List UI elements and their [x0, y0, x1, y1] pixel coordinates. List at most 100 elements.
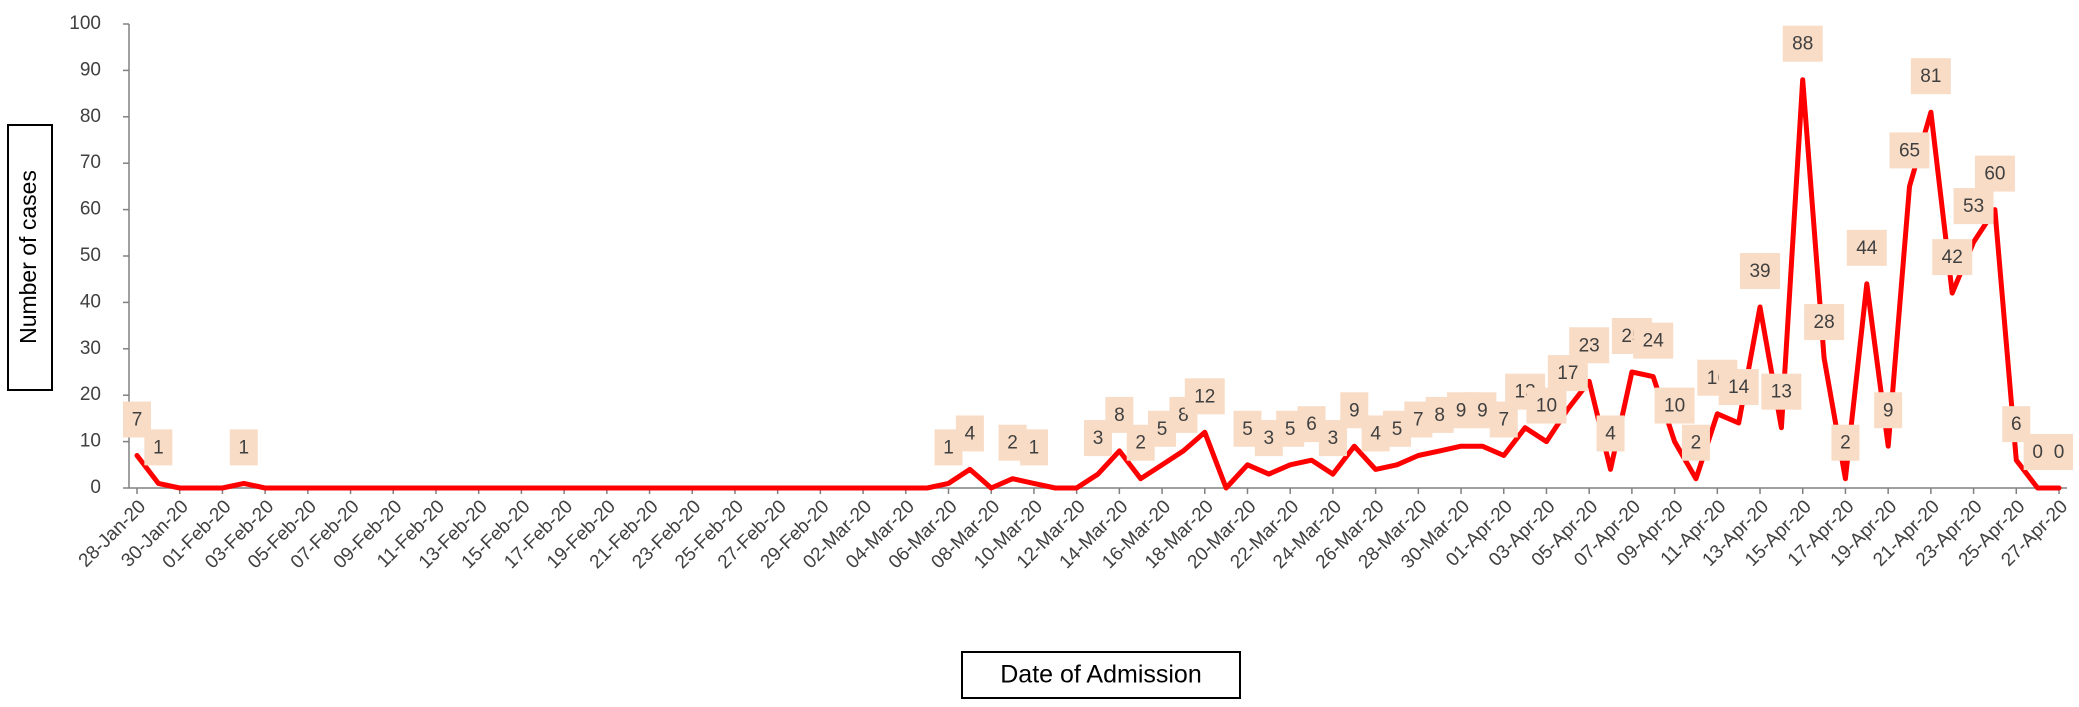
data-label-text: 2 — [1691, 433, 1702, 454]
data-label-box — [1184, 378, 1225, 415]
data-label-text: 2 — [1135, 433, 1146, 454]
data-label-box — [1019, 429, 1048, 466]
data-label-box — [1633, 322, 1674, 359]
data-label: 39 — [1740, 253, 1781, 290]
data-label-text: 8 — [1178, 405, 1189, 426]
y-tick-label: 20 — [80, 384, 101, 405]
data-label: 12 — [1184, 378, 1225, 415]
data-label-box — [1846, 229, 1887, 266]
data-label-text: 7 — [1413, 410, 1424, 431]
data-label-box — [1681, 424, 1710, 461]
data-label: 81 — [1910, 58, 1951, 95]
data-label: 1 — [229, 429, 258, 466]
y-tick-label: 60 — [80, 199, 101, 220]
data-label-text: 6 — [1306, 414, 1317, 435]
x-axis-title: Date of Admission — [1000, 661, 1202, 689]
data-label: 28 — [1804, 304, 1845, 341]
data-label: 10 — [1526, 387, 1567, 424]
y-axis-title-box — [7, 124, 53, 391]
data-label-text: 9 — [1477, 400, 1488, 421]
line — [134, 77, 2062, 491]
data-label-text: 5 — [1242, 419, 1253, 440]
data-label-box — [2045, 434, 2073, 470]
data-label-text: 24 — [1643, 331, 1665, 352]
data-label-text: 42 — [1942, 247, 1963, 268]
data-label: 53 — [1953, 188, 1994, 225]
data-label-text: 1 — [1029, 437, 1040, 458]
data-label: 9 — [1874, 392, 1903, 429]
data-label-text: 60 — [1984, 164, 2005, 185]
data-label-box — [1831, 424, 1860, 461]
data-label: 65 — [1889, 132, 1930, 169]
data-label-text: 44 — [1856, 238, 1878, 259]
y-tick-label: 30 — [80, 338, 101, 359]
data-label: 10 — [1654, 387, 1695, 424]
y-axis-title: Number of cases — [15, 170, 41, 344]
data-label-text: 9 — [1883, 400, 1894, 421]
data-label-text: 65 — [1899, 140, 1920, 161]
y-tick-label: 90 — [80, 59, 101, 80]
data-label-text: 5 — [1285, 419, 1296, 440]
data-label: 88 — [1782, 25, 1823, 62]
data-label: 42 — [1932, 239, 1973, 276]
data-label: 2 — [1681, 424, 1710, 461]
data-label-text: 3 — [1264, 428, 1275, 449]
data-label: 44 — [1846, 229, 1887, 266]
data-label-text: 4 — [1370, 423, 1381, 444]
data-label-text: 6 — [2011, 414, 2022, 435]
data-label-text: 10 — [1536, 396, 1557, 417]
data-label-text: 9 — [1349, 400, 1360, 421]
data-label-box — [1804, 304, 1845, 341]
data-label-text: 5 — [1392, 419, 1403, 440]
data-label: 60 — [1974, 155, 2015, 192]
data-label-text: 4 — [1605, 423, 1616, 444]
data-label-text: 2 — [1007, 433, 1018, 454]
data-label-text: 81 — [1920, 66, 1941, 87]
data-label-text: 12 — [1194, 386, 1215, 407]
y-tick-label: 40 — [80, 291, 101, 312]
data-label-text: 1 — [943, 437, 954, 458]
data-label-text: 5 — [1157, 419, 1168, 440]
data-label-box — [229, 429, 258, 466]
data-label-box — [144, 429, 173, 466]
data-label: 23 — [1569, 327, 1610, 364]
data-label-box — [1889, 132, 1930, 169]
data-label-text: 10 — [1664, 396, 1685, 417]
data-label-text: 7 — [132, 410, 143, 431]
data-label-box — [1932, 239, 1973, 276]
data-label-text: 88 — [1792, 34, 1813, 55]
data-label-text: 9 — [1456, 400, 1467, 421]
data-label-text: 1 — [153, 437, 164, 458]
data-label: 3 — [1084, 420, 1112, 457]
data-label: 4 — [1596, 415, 1625, 452]
data-label-text: 14 — [1728, 377, 1750, 398]
data-label-text: 1 — [238, 437, 249, 458]
data-label-box — [1596, 415, 1625, 452]
y-tick-label: 70 — [80, 152, 101, 173]
data-label-box — [1654, 387, 1695, 424]
data-label-box — [1718, 369, 1759, 406]
data-label: 4 — [955, 415, 984, 452]
y-tick-label: 50 — [80, 245, 101, 266]
data-label-text: 17 — [1557, 363, 1578, 384]
data-label: 13 — [1761, 373, 1802, 410]
data-label-text: 3 — [1328, 428, 1339, 449]
y-tick-label: 100 — [69, 13, 101, 34]
data-label-text: 8 — [1434, 405, 1445, 426]
data-label-box — [1910, 58, 1951, 95]
data-label-text: 23 — [1579, 335, 1600, 356]
data-label-box — [1874, 392, 1903, 429]
data-label-box — [955, 415, 984, 452]
data-label: 1 — [1019, 429, 1048, 466]
data-label-box — [1740, 253, 1781, 290]
data-label-box — [1974, 155, 2015, 192]
data-label-text: 39 — [1749, 261, 1770, 282]
data-label: 1 — [144, 429, 173, 466]
data-label-box — [1569, 327, 1610, 364]
x-axis-title-box — [961, 651, 1241, 699]
data-label-box — [1953, 188, 1994, 225]
data-label: 6 — [2002, 406, 2031, 443]
y-tick-label: 80 — [80, 106, 101, 127]
data-label-text: 7 — [1498, 410, 1509, 431]
